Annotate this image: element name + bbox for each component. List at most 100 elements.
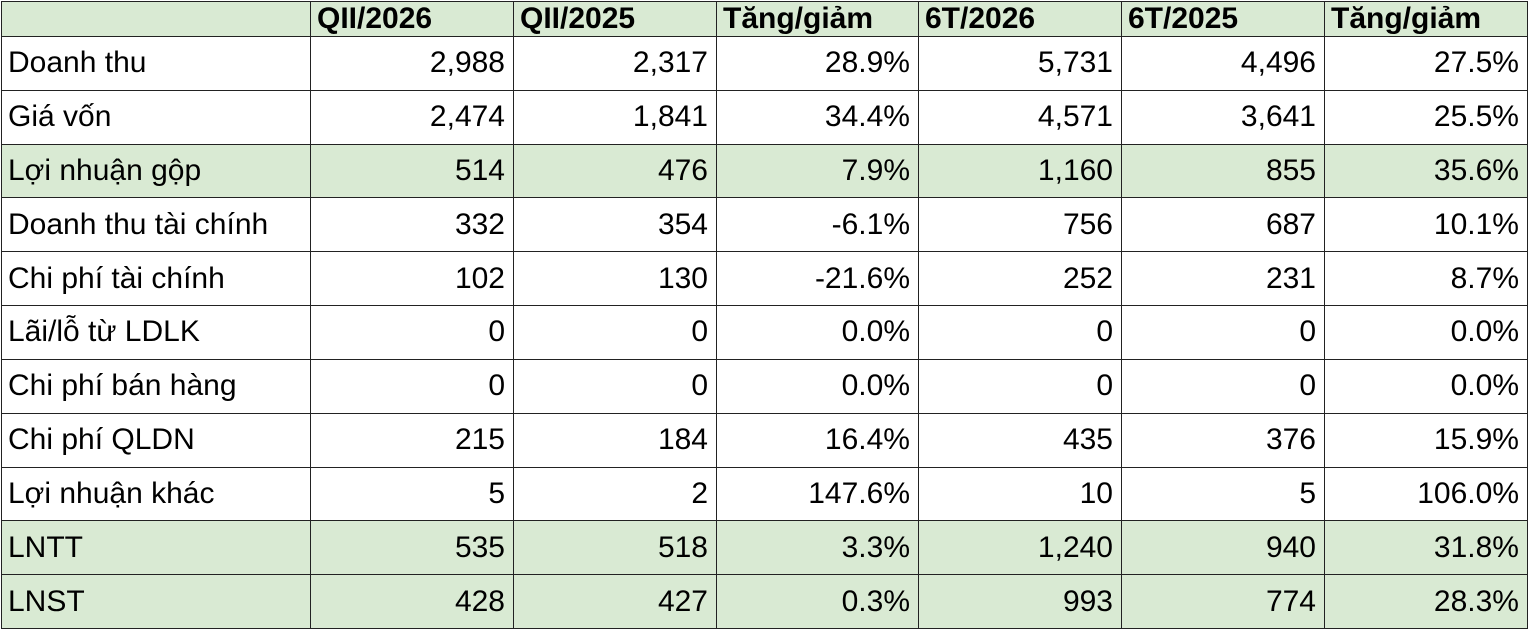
value-cell: 0 [1121,358,1325,414]
row-label: Doanh thu tài chính [1,197,311,253]
value-cell: 0.3% [716,574,919,629]
value-cell: 5,731 [918,36,1122,91]
column-header: 6T/2025 [1121,1,1325,37]
value-cell: 10 [918,466,1122,522]
value-cell: 1,841 [513,89,717,145]
table-row: Doanh thu 2,988 2,317 28.9% 5,731 4,496 27.5% [1,36,1528,91]
value-cell: 855 [1121,143,1325,199]
value-cell: 514 [310,143,514,199]
value-cell: 0 [513,358,717,414]
value-cell: 993 [918,574,1122,629]
value-cell: 0 [918,358,1122,414]
value-cell: -21.6% [716,251,919,307]
row-label: Chi phí bán hàng [1,358,311,414]
value-cell: 16.4% [716,412,919,468]
value-cell: 5 [310,466,514,522]
table-row: Chi phí bán hàng 0 0 0.0% 0 0 0.0% [1,358,1528,414]
value-cell: 1,240 [918,520,1122,576]
value-cell: 3.3% [716,520,919,576]
value-cell: 0 [918,305,1122,360]
value-cell: 252 [918,251,1122,307]
value-cell: 35.6% [1324,143,1528,199]
value-cell: 4,571 [918,89,1122,145]
value-cell: 215 [310,412,514,468]
value-cell: 2,317 [513,36,717,91]
value-cell: 28.3% [1324,574,1528,629]
value-cell: 0.0% [1324,305,1528,360]
value-cell: 2,988 [310,36,514,91]
row-label: Lợi nhuận khác [1,466,311,522]
row-label: LNTT [1,520,311,576]
column-header: Tăng/giảm [1324,1,1528,37]
value-cell: 3,641 [1121,89,1325,145]
value-cell: 0.0% [716,358,919,414]
value-cell: 354 [513,197,717,253]
table-row: Giá vốn 2,474 1,841 34.4% 4,571 3,641 25.5% [1,89,1528,145]
column-header: QII/2026 [310,1,514,37]
value-cell: 0 [310,305,514,360]
row-label: Lãi/lỗ từ LDLK [1,305,311,360]
value-cell: 427 [513,574,717,629]
value-cell: 476 [513,143,717,199]
value-cell: 756 [918,197,1122,253]
table-body: Doanh thu 2,988 2,317 28.9% 5,731 4,496 27.5% G… [1,36,1528,629]
value-cell: 518 [513,520,717,576]
column-header: 6T/2026 [918,1,1122,37]
value-cell: 31.8% [1324,520,1528,576]
value-cell: 106.0% [1324,466,1528,522]
value-cell: 0.0% [716,305,919,360]
column-header: Tăng/giảm [716,1,919,37]
value-cell: 27.5% [1324,36,1528,91]
value-cell: 2 [513,466,717,522]
value-cell: 687 [1121,197,1325,253]
value-cell: 130 [513,251,717,307]
value-cell: 4,496 [1121,36,1325,91]
value-cell: 231 [1121,251,1325,307]
row-label: Lợi nhuận gộp [1,143,311,199]
row-label: LNST [1,574,311,629]
value-cell: 2,474 [310,89,514,145]
value-cell: 25.5% [1324,89,1528,145]
value-cell: 435 [918,412,1122,468]
value-cell: 376 [1121,412,1325,468]
value-cell: 0.0% [1324,358,1528,414]
value-cell: 5 [1121,466,1325,522]
value-cell: 34.4% [716,89,919,145]
value-cell: 15.9% [1324,412,1528,468]
value-cell: 535 [310,520,514,576]
table-header: QII/2026 QII/2025 Tăng/giảm 6T/2026 6T/2025 T… [1,1,1528,37]
header-row: QII/2026 QII/2025 Tăng/giảm 6T/2026 6T/2025 T… [1,1,1528,37]
value-cell: 0 [1121,305,1325,360]
table-row: LNST 428 427 0.3% 993 774 28.3% [1,574,1528,629]
value-cell: 7.9% [716,143,919,199]
value-cell: 940 [1121,520,1325,576]
row-label: Chi phí tài chính [1,251,311,307]
value-cell: 0 [513,305,717,360]
value-cell: 28.9% [716,36,919,91]
table-row: Lãi/lỗ từ LDLK 0 0 0.0% 0 0 0.0% [1,305,1528,360]
table-row: Chi phí tài chính 102 130 -21.6% 252 231 8.7% [1,251,1528,307]
table-row: Chi phí QLDN 215 184 16.4% 435 376 15.9% [1,412,1528,468]
row-label: Doanh thu [1,36,311,91]
row-label: Giá vốn [1,89,311,145]
value-cell: 0 [310,358,514,414]
value-cell: 10.1% [1324,197,1528,253]
row-label: Chi phí QLDN [1,412,311,468]
value-cell: 147.6% [716,466,919,522]
table-row: Doanh thu tài chính 332 354 -6.1% 756 687 10.1… [1,197,1528,253]
value-cell: 428 [310,574,514,629]
value-cell: 1,160 [918,143,1122,199]
value-cell: 8.7% [1324,251,1528,307]
column-header: QII/2025 [513,1,717,37]
table-row: Lợi nhuận gộp 514 476 7.9% 1,160 855 35.6% [1,143,1528,199]
value-cell: 102 [310,251,514,307]
value-cell: 184 [513,412,717,468]
value-cell: 332 [310,197,514,253]
table-row: LNTT 535 518 3.3% 1,240 940 31.8% [1,520,1528,576]
value-cell: -6.1% [716,197,919,253]
corner-cell [1,1,311,37]
table-row: Lợi nhuận khác 5 2 147.6% 10 5 106.0% [1,466,1528,522]
